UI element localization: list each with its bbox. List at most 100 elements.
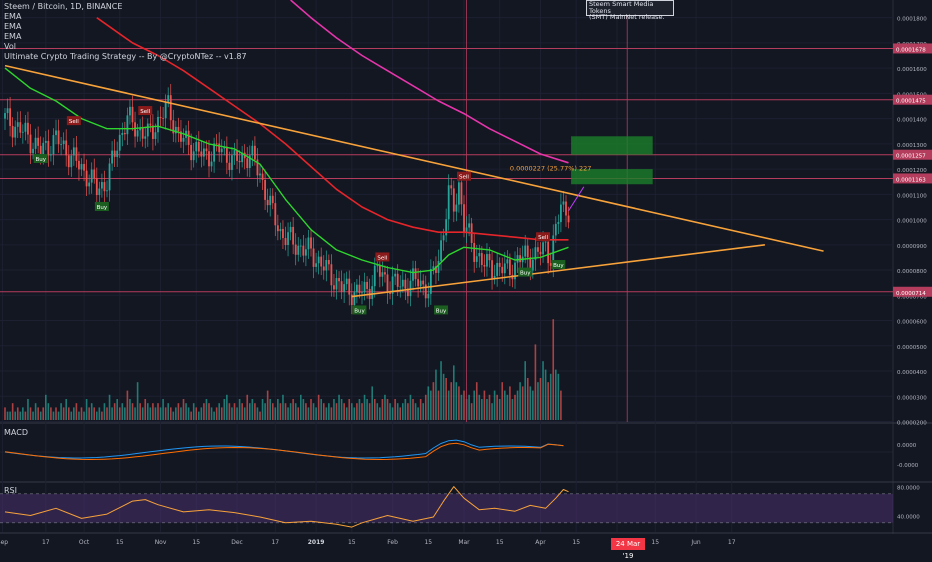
volume-bar [200,407,203,420]
level-label: 0.0001163 [896,177,926,183]
target-box [571,169,653,185]
indicator-ema-1[interactable]: EMA [4,12,22,21]
volume-bar [532,390,534,420]
candle-body [440,240,442,261]
volume-bar [394,399,396,420]
volume-bar [435,369,437,420]
time-tick-label: 17 [271,539,279,546]
volume-bar [302,399,305,420]
indicator-strategy[interactable]: Ultimate Crypto Trading Strategy -- By @… [4,52,247,61]
price-tick-label: 0.0001200 [897,168,927,174]
candle-body [65,140,68,156]
volume-bar [307,407,310,420]
volume-bar [312,403,315,420]
candle-body [567,215,570,223]
volume-bar [144,399,147,420]
volume-bar [475,382,478,420]
candle-body [325,259,328,271]
volume-bar [231,407,233,420]
candle-body [266,199,269,206]
volume-bar [488,394,491,420]
indicator-ema-3[interactable]: EMA [4,32,22,41]
candle-body [126,115,129,135]
candle-body [335,278,338,290]
volume-bar [279,403,282,420]
candle-body [271,195,274,204]
volume-bar [106,407,108,420]
candle-body [506,259,509,264]
candle-body [95,178,98,196]
candle-body [39,145,42,155]
chart-legend: Steem / Bitcoin, 1D, BINANCE EMA EMA EMA… [4,2,247,62]
candle-body [460,182,463,205]
price-tick-label: 0.0001300 [897,143,927,149]
volume-bar [4,407,6,420]
volume-bar [317,394,320,420]
candle-body [67,155,70,168]
candle-body [256,159,259,176]
candle-body [208,151,210,167]
candle-body [299,245,302,247]
candle-body [435,266,437,273]
candle-body [106,190,108,192]
candle-body [180,131,182,142]
volume-bar [294,403,297,420]
volume-bar [389,403,391,420]
macd-pane-label[interactable]: MACD [4,428,28,437]
candle-body [363,281,366,293]
candle-body [19,122,22,133]
volume-bar [557,373,560,420]
signal-label: Buy [553,263,564,269]
volume-bar [496,394,498,420]
candle-body [42,142,45,155]
candle-body [378,265,381,277]
volume-bar [175,407,177,420]
price-tick-label: 0.0000700 [897,294,927,300]
volume-bar [164,407,167,420]
candle-body [539,251,542,255]
candle-body [348,278,351,295]
indicator-vol[interactable]: Vol [4,42,16,51]
rsi-pane-label[interactable]: RSI [4,486,17,495]
price-tick-label: 0.0001400 [897,118,927,124]
signal-label: Sell [538,235,548,241]
indicator-ema-2[interactable]: EMA [4,22,22,31]
volume-bar [335,403,338,420]
volume-bar [136,382,139,420]
volume-bar [384,394,386,420]
candle-body [549,263,552,266]
time-tick-label: Oct [79,539,90,546]
volume-bar [266,390,269,420]
volume-bar [351,403,353,420]
candle-body [358,284,361,294]
level-label: 0.0000714 [896,291,926,297]
candle-body [432,266,435,270]
candle-body [174,126,177,134]
price-tick-label: 0.0000400 [897,370,927,376]
volume-bar [297,407,300,420]
signal-label: Buy [35,157,46,163]
volume-bar [373,399,376,420]
candle-body [72,147,75,156]
candle-body [259,173,261,176]
volume-bar [249,403,251,420]
volume-bar [45,394,47,420]
time-tick-label: Dec [231,539,243,546]
candle-body [322,266,325,271]
volume-bar [238,399,241,420]
candle-body [442,235,445,241]
volume-bar [141,407,144,420]
volume-bar [491,403,493,420]
event-note[interactable]: Steem Smart Media Tokens (SMT) MainNet r… [586,0,674,20]
volume-bar [412,399,414,420]
volume-bar [32,411,34,420]
candle-body [44,140,47,143]
symbol-title[interactable]: Steem / Bitcoin, 1D, BINANCE [4,2,123,11]
volume-bar [34,403,37,420]
volume-bar [14,411,16,420]
candle-body [361,292,363,294]
level-label-bg [893,43,932,54]
volume-bar [24,411,27,420]
volume-bar [187,407,190,420]
candle-body [205,148,208,152]
